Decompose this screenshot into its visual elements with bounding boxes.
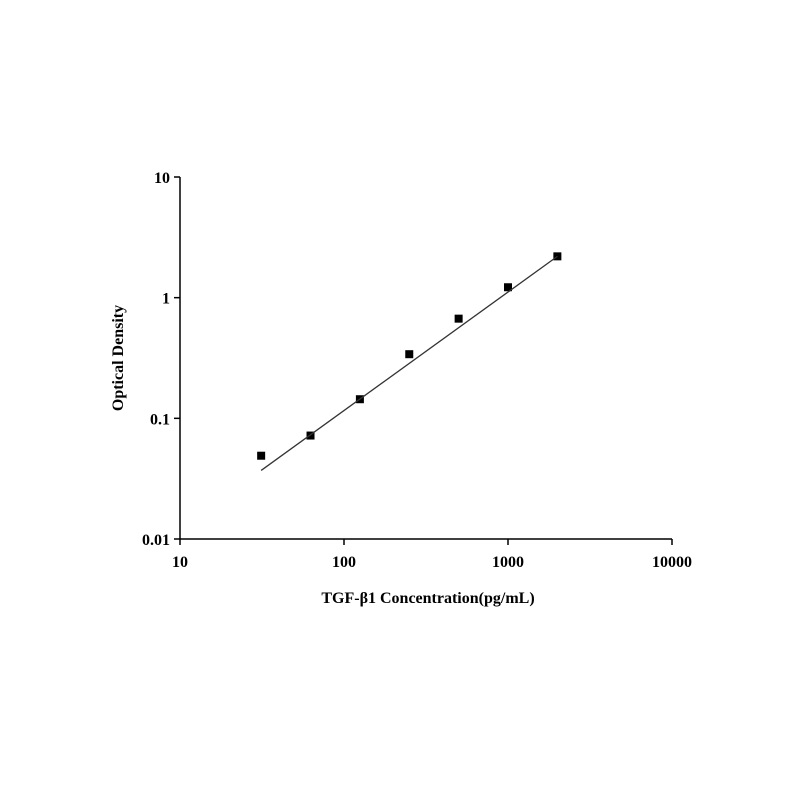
y-tick-label: 0.01 — [142, 532, 170, 549]
fit-line — [260, 255, 558, 471]
y-tick-label: 10 — [154, 170, 170, 187]
x-tick-label: 10 — [172, 554, 188, 571]
y-tick-label: 1 — [162, 291, 170, 308]
x-tick-label: 100 — [332, 554, 356, 571]
data-point — [504, 283, 512, 292]
y-axis-label: Optical Density — [110, 305, 127, 411]
axis-frame — [179, 177, 672, 540]
data-point — [454, 314, 463, 323]
x-tick-label: 10000 — [652, 554, 692, 571]
x-axis-label: TGF-β1 Concentration(pg/mL) — [321, 590, 534, 607]
data-point — [405, 350, 414, 359]
x-tick-label: 1000 — [492, 554, 524, 571]
y-tick-label: 0.1 — [150, 411, 170, 428]
data-point — [257, 451, 266, 460]
